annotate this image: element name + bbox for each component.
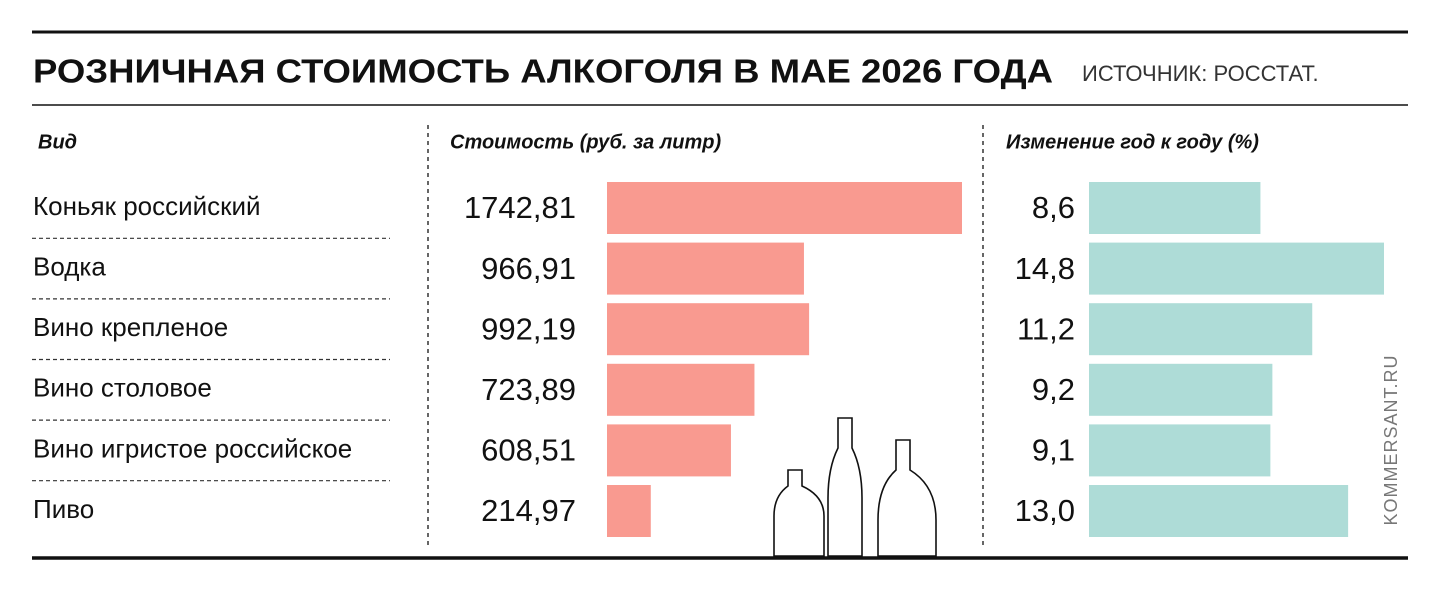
bar [1089, 303, 1313, 356]
value-label: 723,89 [481, 372, 576, 407]
value-label: 14,8 [1015, 251, 1075, 286]
category-label: Водка [33, 251, 106, 281]
source: ИСТОЧНИК: РОССТАТ. [1082, 61, 1319, 86]
bar [1089, 485, 1349, 537]
bar [607, 242, 804, 295]
value-label: 13,0 [1015, 493, 1075, 528]
category-label: Вино крепленое [33, 312, 228, 342]
bar [607, 182, 962, 234]
bar [607, 485, 651, 537]
category-label: Пиво [33, 494, 94, 524]
series-header: Изменение год к году (%) [1006, 131, 1259, 153]
category-label: Вино игристое российское [33, 433, 352, 463]
value-label: 9,1 [1032, 433, 1075, 468]
bar [1089, 363, 1273, 416]
credit: KOMMERSANT.RU [1381, 354, 1401, 525]
bar [607, 363, 755, 416]
value-label: 11,2 [1017, 311, 1075, 346]
value-label: 608,51 [481, 433, 576, 468]
bar [1089, 242, 1384, 295]
series-header: Стоимость (руб. за литр) [450, 131, 722, 153]
chart-title: РОЗНИЧНАЯ СТОИМОСТЬ АЛКОГОЛЯ В МАЕ 2026 … [33, 53, 1053, 90]
value-label: 966,91 [481, 251, 576, 286]
value-label: 214,97 [481, 493, 576, 528]
value-label: 992,19 [481, 311, 576, 346]
category-header: Вид [38, 131, 77, 153]
bar [1089, 182, 1261, 234]
category-label: Вино столовое [33, 373, 212, 403]
bottles [773, 417, 937, 557]
bar [1089, 424, 1271, 477]
bar [607, 303, 810, 356]
category-label: Коньяк российский [33, 191, 261, 221]
value-label: 9,2 [1032, 372, 1075, 407]
value-label: 8,6 [1032, 190, 1075, 225]
bar [607, 424, 731, 477]
value-label: 1742,81 [464, 190, 576, 225]
